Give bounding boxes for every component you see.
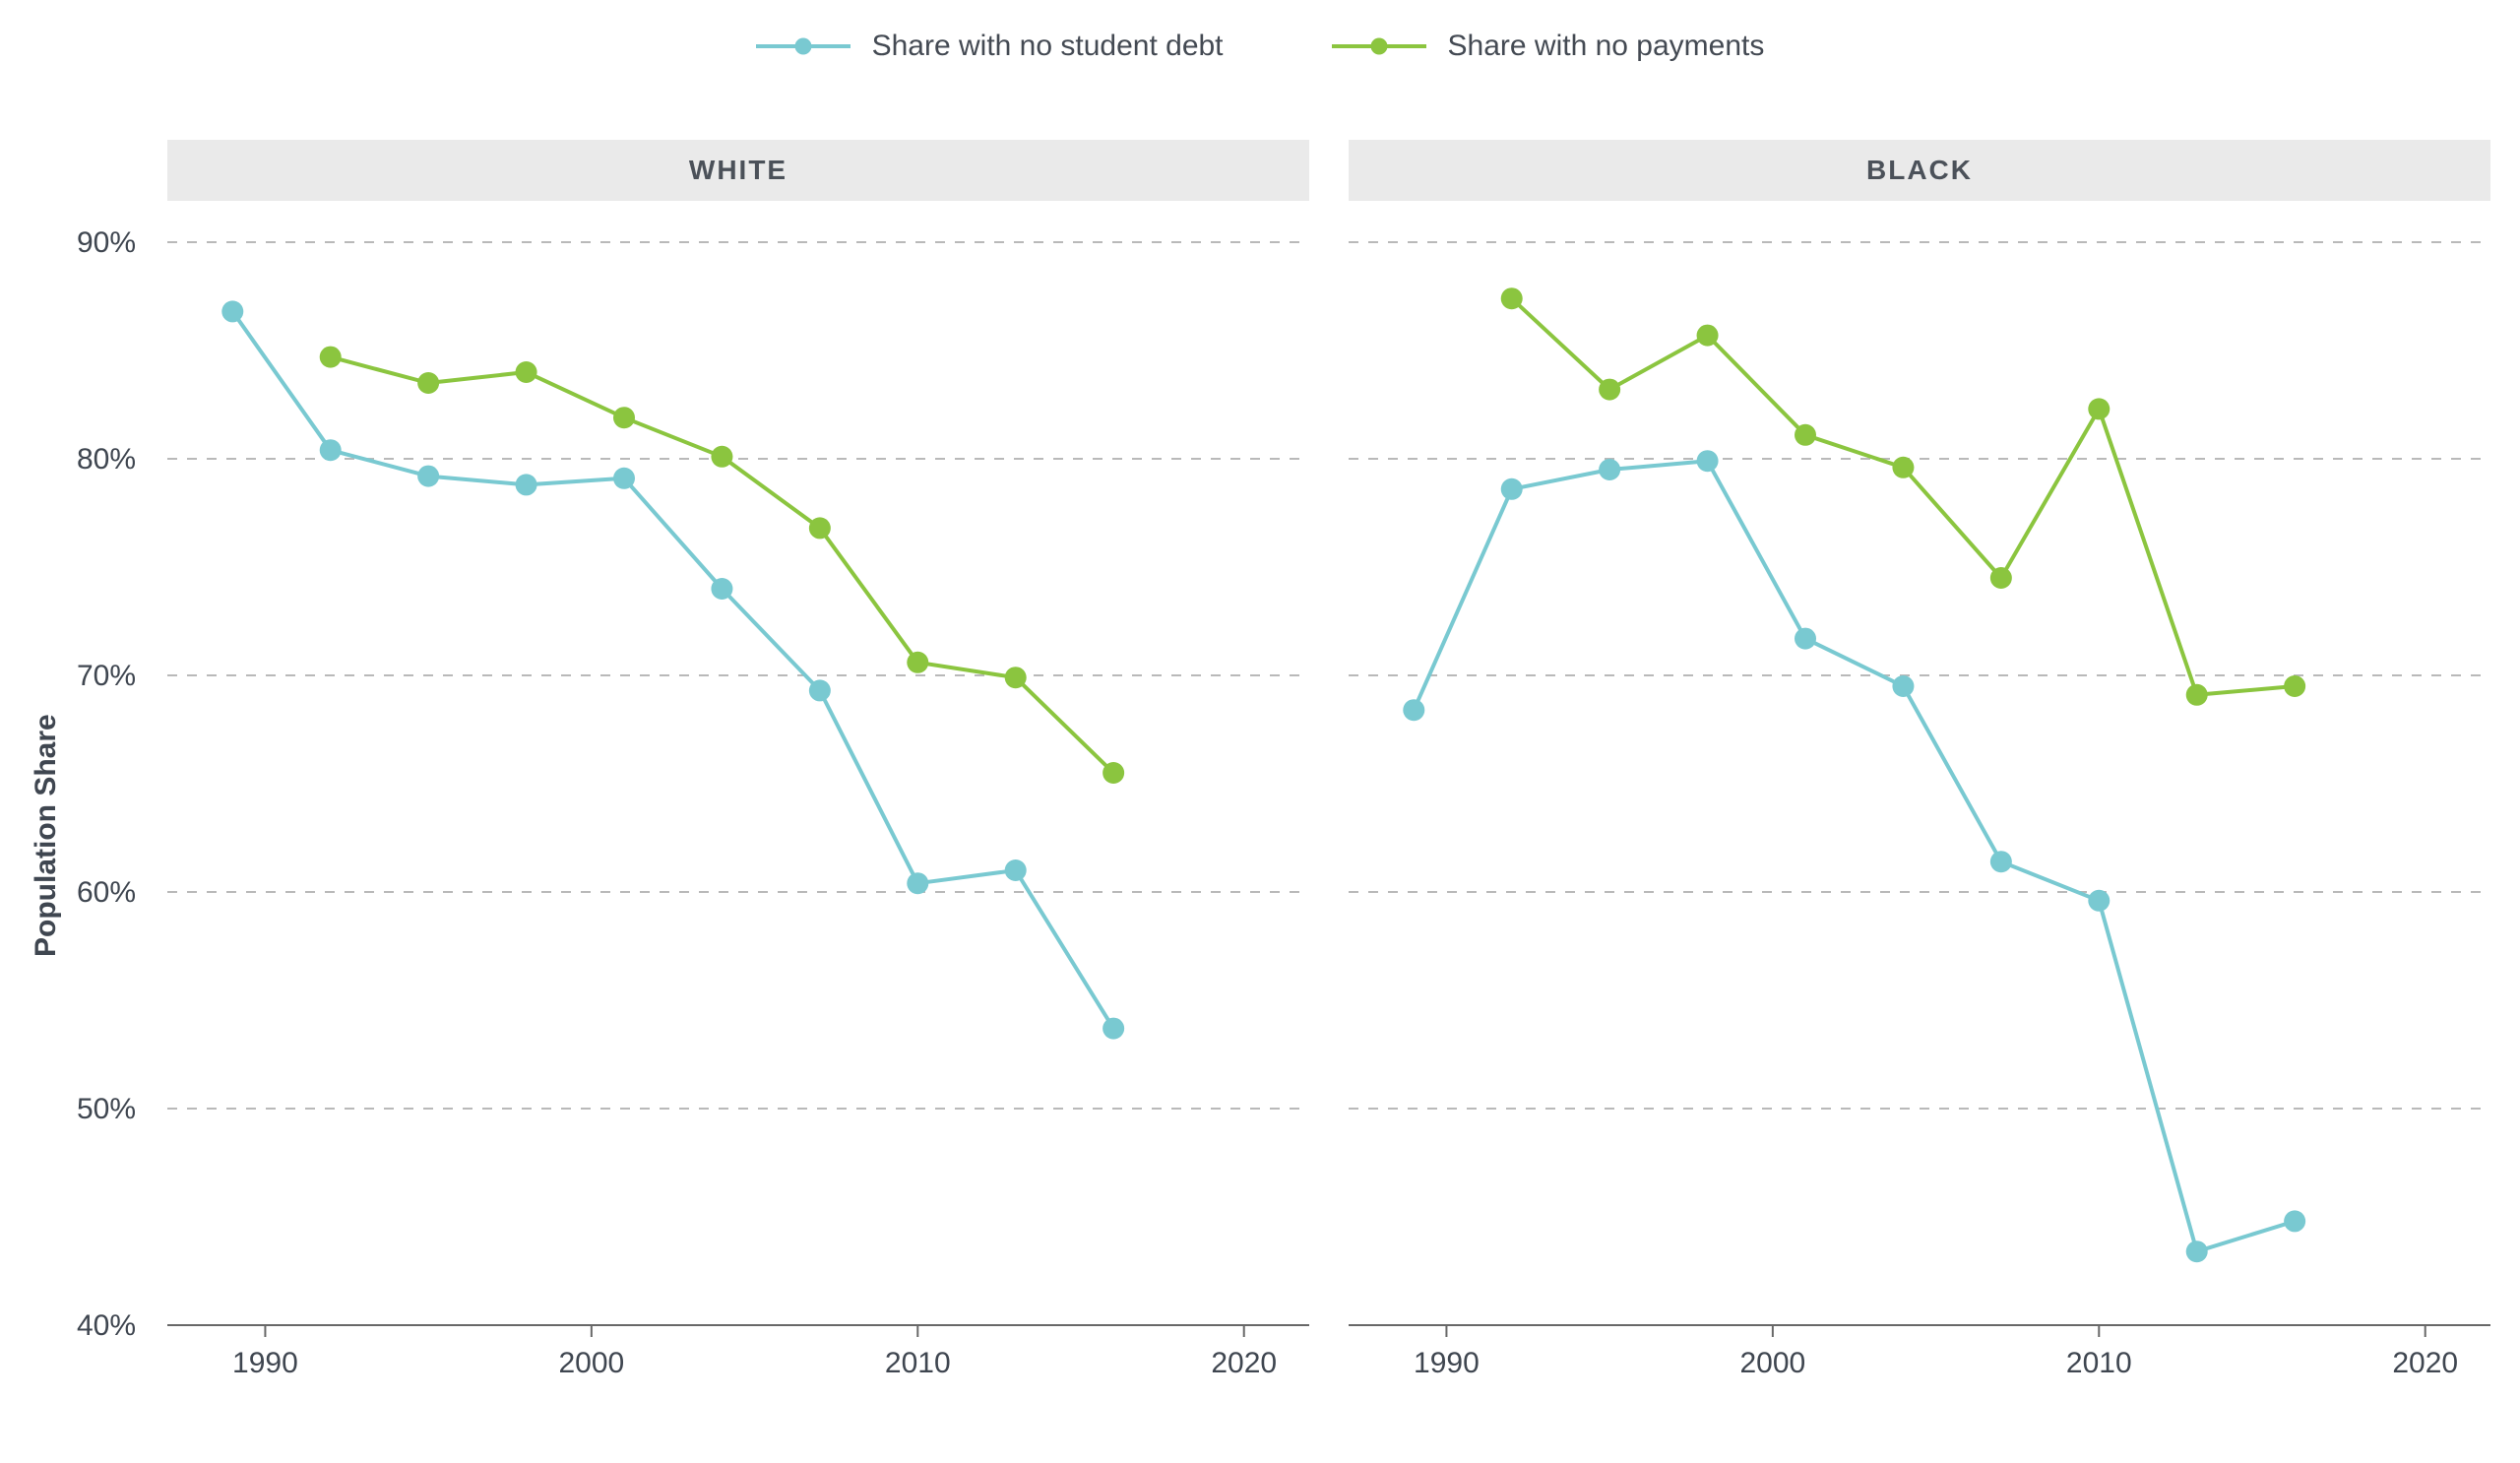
series-marker (711, 446, 732, 468)
x-tick-label: 2010 (885, 1347, 951, 1379)
series-marker (2186, 1240, 2208, 1262)
series-line (1512, 298, 2295, 695)
y-tick-label: 80% (77, 443, 136, 476)
series-marker (907, 872, 928, 894)
series-marker (1697, 325, 1719, 347)
series-marker (221, 300, 243, 322)
series-marker (809, 679, 831, 701)
series-marker (1795, 628, 1816, 650)
series-marker (516, 474, 537, 495)
x-tick-label: 1990 (1414, 1347, 1480, 1379)
series-marker (320, 439, 342, 461)
x-tick-label: 2000 (1739, 1347, 1805, 1379)
series-line (1414, 461, 2295, 1251)
x-tick-label: 2020 (1211, 1347, 1277, 1379)
series-marker (516, 361, 537, 383)
series-marker (2284, 675, 2305, 697)
series-marker (1795, 424, 1816, 446)
series-marker (2284, 1210, 2305, 1232)
series-marker (613, 407, 635, 428)
series-marker (1599, 459, 1620, 480)
series-marker (2186, 684, 2208, 706)
series-marker (1990, 567, 2012, 589)
series-marker (417, 466, 439, 487)
y-tick-label: 90% (77, 226, 136, 259)
series-marker (1697, 450, 1719, 472)
series-marker (1005, 859, 1027, 881)
x-tick-label: 2000 (558, 1347, 624, 1379)
series-marker (2088, 890, 2110, 912)
series-marker (1990, 851, 2012, 872)
x-tick-label: 2020 (2392, 1347, 2458, 1379)
series-marker (1892, 457, 1914, 478)
series-marker (1102, 1018, 1124, 1040)
y-tick-label: 40% (77, 1309, 136, 1342)
series-marker (809, 517, 831, 539)
series-marker (320, 347, 342, 368)
series-marker (1501, 478, 1523, 500)
x-tick-label: 1990 (232, 1347, 298, 1379)
y-tick-label: 60% (77, 876, 136, 909)
series-marker (417, 372, 439, 394)
series-marker (1599, 379, 1620, 401)
series-line (232, 311, 1113, 1028)
x-tick-label: 2010 (2066, 1347, 2132, 1379)
series-line (331, 357, 1113, 773)
series-marker (1102, 762, 1124, 784)
y-tick-label: 70% (77, 660, 136, 692)
chart-svg: 40% 50% 60% 70% 80% 90% 1990 2000 2010 2020 1990 20… (0, 0, 2520, 1463)
series-marker (2088, 398, 2110, 419)
series-marker (613, 468, 635, 489)
series-marker (1005, 667, 1027, 688)
series-marker (711, 578, 732, 600)
series-marker (907, 652, 928, 673)
y-tick-label: 50% (77, 1093, 136, 1125)
series-marker (1501, 287, 1523, 309)
series-marker (1892, 675, 1914, 697)
series-marker (1403, 699, 1424, 721)
